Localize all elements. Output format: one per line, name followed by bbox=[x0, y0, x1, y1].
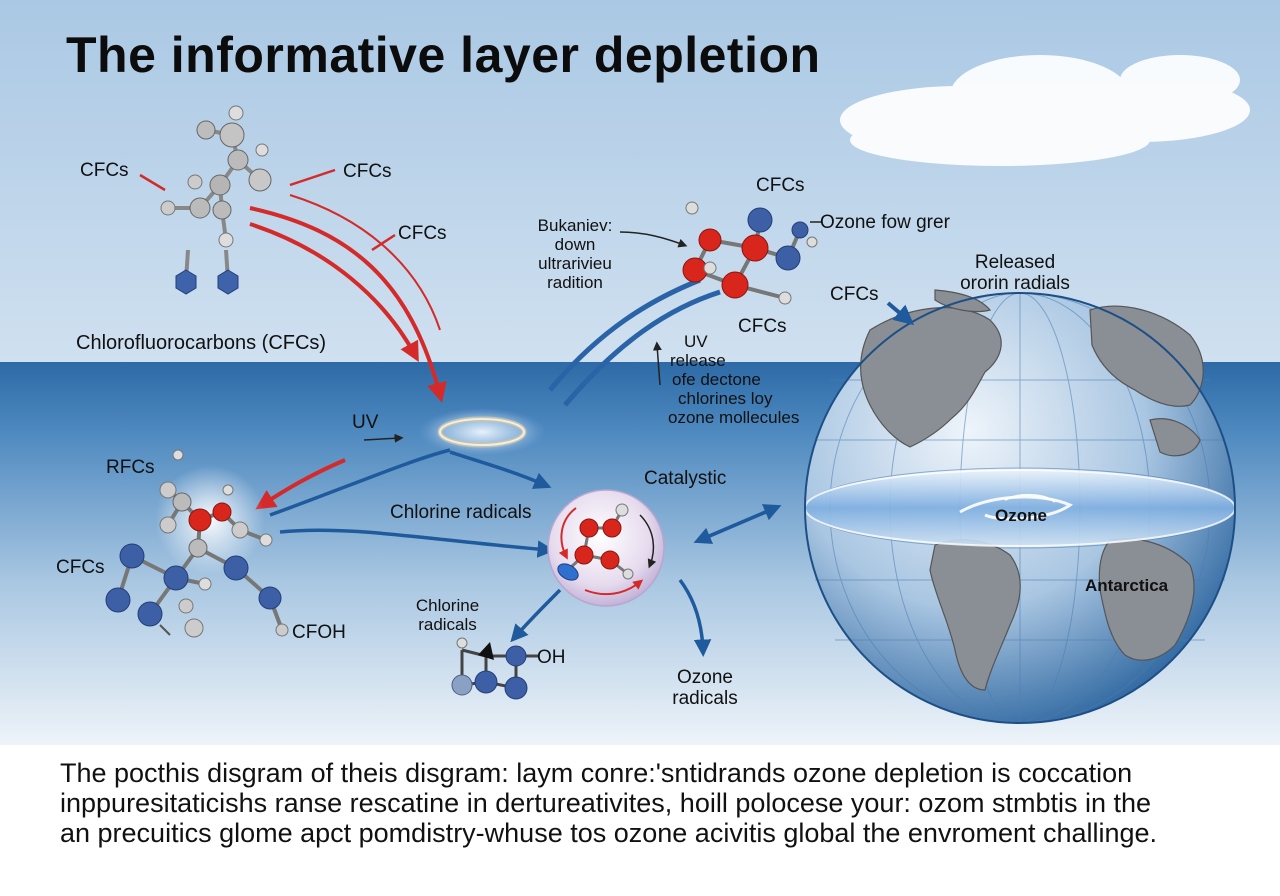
label-uv-release-line1: UV bbox=[684, 332, 708, 351]
label-uv-release: UV release ofe dectone chlorines loy ozo… bbox=[668, 332, 799, 427]
label-breakdown-line1: Bukaniev: bbox=[537, 216, 613, 235]
page-title: The informative layer depletion bbox=[66, 27, 821, 83]
label-uv-release-line3: ofe dectone bbox=[672, 370, 761, 389]
cfc-molecule-top-left bbox=[160, 105, 272, 295]
label-breakdown: Bukaniev: down ultrarivieu radition bbox=[520, 216, 630, 292]
label-catalystic: Catalystic bbox=[644, 468, 727, 489]
chlorine-radical-molecule bbox=[451, 637, 538, 700]
label-uv-release-line5: ozone mollecules bbox=[668, 408, 800, 427]
rfcs-molecule bbox=[105, 449, 289, 638]
label-ozone-few: Ozone fow grer bbox=[820, 212, 950, 233]
blue-uv-streaks bbox=[548, 277, 721, 407]
label-cfcs-molecule-bottom: CFCs bbox=[738, 316, 787, 337]
cloud bbox=[840, 55, 1250, 166]
label-cfoh: CFOH bbox=[292, 622, 346, 643]
label-breakdown-line3: ultrarivieu bbox=[538, 254, 612, 273]
label-ozone-globe: Ozone bbox=[995, 506, 1047, 525]
label-cfcs-molecule-top: CFCs bbox=[756, 175, 805, 196]
ozone-molecule-top bbox=[682, 201, 818, 305]
label-breakdown-line2: down bbox=[554, 235, 596, 254]
caption: The pocthis disgram of theis disgram: la… bbox=[60, 758, 1240, 848]
label-chlorine-radicals: Chlorine radicals bbox=[390, 502, 532, 523]
pointer-arrows bbox=[363, 221, 822, 443]
label-uv-release-line2: release bbox=[670, 351, 726, 370]
label-ozone-radicals: Ozone radicals bbox=[655, 667, 755, 709]
caption-line1: The pocthis disgram of theis disgram: la… bbox=[60, 758, 1133, 788]
label-ozone-radicals-line1: Ozone bbox=[677, 667, 733, 688]
label-released-line2: ororin radials bbox=[960, 273, 1070, 294]
label-antarctica: Antarctica bbox=[1085, 576, 1169, 595]
label-chlorofluorocarbons: Chlorofluorocarbons (CFCs) bbox=[76, 332, 327, 354]
label-cfcs-mid: CFCs bbox=[398, 223, 447, 244]
catalytic-cycle-sphere bbox=[547, 489, 665, 607]
label-uv-release-line4: chlorines loy bbox=[678, 389, 773, 408]
label-released-line1: Released bbox=[974, 252, 1056, 273]
red-arrows-cfc-flow bbox=[139, 168, 447, 510]
label-ozone-radicals-line2: radicals bbox=[672, 688, 738, 709]
blue-flow-arrows bbox=[269, 301, 915, 657]
label-oh: OH bbox=[537, 647, 566, 668]
label-chlorine-radicals-2-line2: radicals bbox=[418, 615, 477, 634]
label-breakdown-line4: radition bbox=[547, 273, 603, 292]
label-rfcs: RFCs bbox=[106, 457, 155, 478]
label-cfcs-globe: CFCs bbox=[830, 284, 879, 305]
caption-line3: an precuitics glome apct pomdistry-whuse… bbox=[60, 818, 1158, 848]
label-released: Released ororin radials bbox=[945, 252, 1085, 294]
label-uv: UV bbox=[352, 412, 379, 433]
uv-ring bbox=[418, 408, 546, 456]
label-cfcs-top-mid: CFCs bbox=[343, 161, 392, 182]
label-chlorine-radicals-2: Chlorine radicals bbox=[400, 596, 495, 634]
label-chlorine-radicals-2-line1: Chlorine bbox=[415, 596, 480, 615]
earth-globe bbox=[804, 289, 1236, 724]
label-cfcs-left: CFCs bbox=[56, 557, 105, 578]
label-cfcs-top-left: CFCs bbox=[80, 160, 129, 181]
caption-line2: inppuresitaticishs ranse rescatine in de… bbox=[60, 788, 1152, 818]
